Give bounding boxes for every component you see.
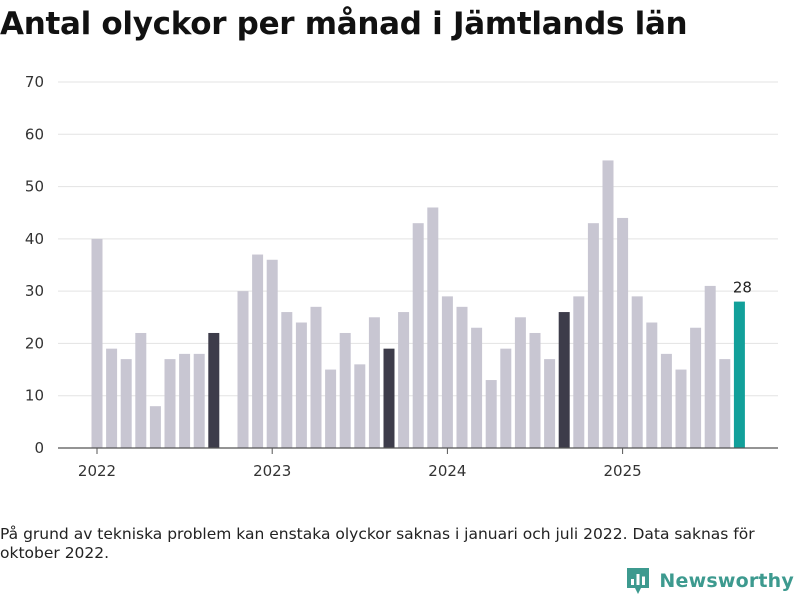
y-tick-label: 10	[25, 387, 44, 405]
bar	[237, 291, 249, 448]
bar	[529, 332, 541, 448]
bar	[179, 353, 191, 448]
bar	[500, 348, 512, 448]
brand: Newsworthy	[625, 566, 794, 596]
bar	[281, 312, 293, 448]
bar	[339, 332, 351, 448]
bar	[149, 406, 161, 448]
bar	[193, 353, 205, 448]
bar	[120, 359, 132, 448]
x-tick-label: 2024	[428, 462, 466, 480]
chart-title: Antal olyckor per månad i Jämtlands län	[0, 6, 688, 42]
bar	[266, 259, 278, 448]
y-tick-label: 70	[25, 73, 44, 91]
x-tick-label: 2022	[78, 462, 116, 480]
bar	[471, 327, 483, 448]
newsworthy-logo-icon	[627, 568, 650, 594]
bar	[733, 301, 745, 448]
bar	[412, 223, 424, 448]
bar	[208, 332, 220, 448]
y-tick-label: 20	[25, 334, 44, 352]
bar	[398, 312, 410, 448]
bar	[368, 317, 380, 448]
bar	[310, 306, 322, 448]
x-tick-label: 2023	[253, 462, 291, 480]
brand-name: Newsworthy	[659, 570, 794, 592]
x-tick-label: 2025	[604, 462, 642, 480]
bar	[354, 364, 366, 448]
bar	[587, 223, 599, 448]
bar	[573, 296, 585, 448]
bar	[106, 348, 118, 448]
y-tick-label: 30	[25, 282, 44, 300]
bar	[646, 322, 658, 448]
bar-chart: 0 10 20 30 40 50 60 70 2022 2023 2024 2025 28	[25, 73, 778, 480]
bar	[631, 296, 643, 448]
bar	[164, 359, 176, 448]
footnote: På grund av tekniska problem kan enstaka…	[0, 525, 755, 562]
bar	[325, 369, 337, 448]
bar	[485, 380, 497, 448]
bar	[427, 207, 439, 448]
bar	[441, 296, 453, 448]
y-tick-label: 0	[34, 439, 44, 457]
bar	[690, 327, 702, 448]
bar	[295, 322, 307, 448]
bar	[514, 317, 526, 448]
bar	[675, 369, 687, 448]
bar	[704, 285, 716, 448]
bar	[383, 348, 395, 448]
bar	[544, 359, 556, 448]
bar	[252, 254, 264, 448]
bar	[558, 312, 570, 448]
bar	[719, 359, 731, 448]
y-tick-label: 40	[25, 230, 44, 248]
bar	[617, 217, 629, 448]
y-tick-label: 50	[25, 178, 44, 196]
data-label: 28	[733, 279, 752, 297]
bar	[91, 238, 103, 448]
y-tick-label: 60	[25, 125, 44, 143]
bar	[660, 353, 672, 448]
bar	[135, 332, 147, 448]
bar	[602, 160, 614, 448]
bar	[456, 306, 468, 448]
